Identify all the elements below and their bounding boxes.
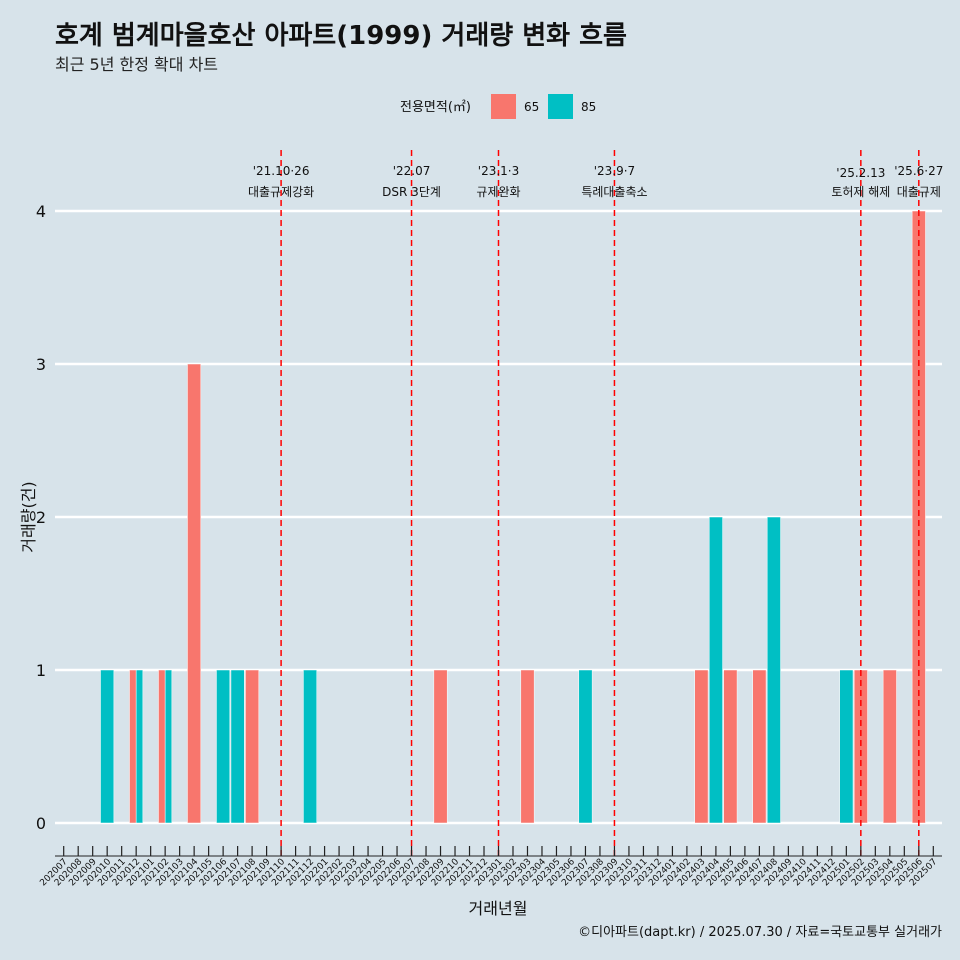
bar-85-202106 (216, 669, 231, 824)
bar-65-202108 (245, 669, 260, 824)
bars (100, 210, 926, 824)
bar-65-202405 (723, 669, 738, 824)
event-date-label: '22.07 (393, 164, 431, 178)
bar-85-202404 (708, 516, 723, 824)
event-date-label: '25.6·27 (894, 164, 943, 178)
chart-subtitle: 최근 5년 한정 확대 차트 (55, 55, 218, 74)
bar-85-202012 (135, 669, 144, 824)
event-annotations: '21.10·26 대출규제강화 '22.07 DSR 3단계 '23.1·3 규제완화 '… (248, 164, 943, 199)
event-date-label: '23.9·7 (594, 164, 635, 178)
legend-swatch-85 (548, 94, 573, 119)
legend: 전용면적(㎡) 65 85 (400, 94, 596, 119)
y-tick-label: 3 (36, 355, 46, 374)
event-name-label: 토허제 해제 (831, 185, 890, 199)
bar-65-202407 (752, 669, 767, 824)
chart-title: 호계 범계마을호산 아파트(1999) 거래량 변화 흐름 (55, 21, 627, 51)
x-axis-label: 거래년월 (469, 899, 528, 918)
event-date-label: '21.10·26 (253, 164, 310, 178)
event-name-label: 규제완화 (476, 185, 520, 199)
y-axis-ticks: 0 1 2 3 4 (36, 202, 46, 833)
x-axis: 2020072020082020092020102020112020122021… (38, 846, 942, 888)
y-tick-label: 4 (36, 202, 46, 221)
event-name-label: 특례대출축소 (581, 185, 647, 199)
event-name-label: DSR 3단계 (382, 185, 441, 199)
bar-65-202102 (158, 669, 166, 824)
event-date-label: '23.1·3 (478, 164, 519, 178)
bar-65-202209 (433, 669, 448, 824)
bar-65-202403 (694, 669, 709, 824)
y-tick-label: 2 (36, 508, 46, 527)
legend-label-85: 85 (581, 100, 596, 114)
y-tick-label: 0 (36, 814, 46, 833)
bar-85-202408 (766, 516, 781, 824)
caption: ©디아파트(dapt.kr) / 2025.07.30 / 자료=국토교통부 실… (578, 925, 942, 940)
bar-65-202104 (187, 363, 202, 824)
legend-title: 전용면적(㎡) (400, 100, 471, 115)
event-lines (280, 150, 920, 856)
legend-label-65: 65 (524, 100, 539, 114)
event-name-label: 대출규제강화 (248, 185, 314, 199)
bar-85-202501 (839, 669, 854, 824)
event-date-label: '25.2.13 (836, 166, 885, 180)
bar-85-202010 (100, 669, 115, 824)
bar-65-202012 (129, 669, 137, 824)
y-tick-label: 1 (36, 661, 46, 680)
event-name-label: 대출규제 (897, 185, 941, 199)
bar-65-202303 (520, 669, 535, 824)
y-axis-label: 거래량(건) (19, 481, 38, 552)
bar-85-202102 (164, 669, 173, 824)
bar-85-202107 (230, 669, 245, 824)
bar-65-202504 (882, 669, 897, 824)
bar-85-202112 (303, 669, 318, 824)
legend-swatch-65 (491, 94, 516, 119)
bar-85-202307 (578, 669, 593, 824)
